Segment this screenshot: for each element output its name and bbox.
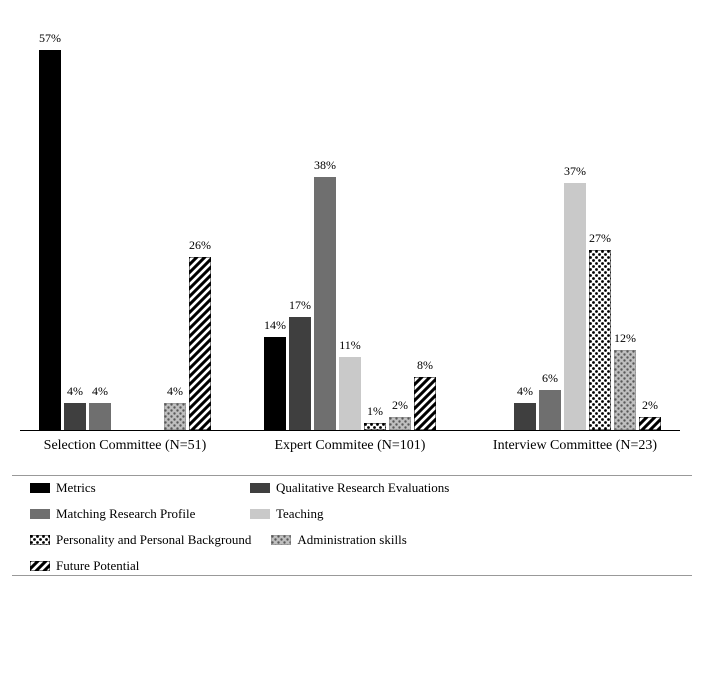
legend-swatch	[250, 509, 270, 519]
bar-match_prof: 6%	[539, 30, 561, 430]
bar-future: 26%	[189, 30, 211, 430]
legend-item-metrics: Metrics	[30, 480, 230, 496]
legend-swatch	[30, 509, 50, 519]
group-label: Interview Committee (N=23)	[470, 430, 680, 454]
bar-fill	[339, 357, 361, 430]
bar-metrics	[489, 30, 511, 430]
bar-fill	[264, 337, 286, 430]
bars: 4%6%37%27%12%2%	[470, 30, 680, 430]
group-label: Selection Committee (N=51)	[20, 430, 230, 454]
group-2: 4%6%37%27%12%2%Interview Committee (N=23…	[470, 30, 680, 430]
bar-match_prof: 4%	[89, 30, 111, 430]
legend-swatch	[30, 561, 50, 571]
bar-value-label: 2%	[630, 398, 670, 413]
bar-future: 8%	[414, 30, 436, 430]
bar-fill	[364, 423, 386, 430]
legend-divider-top	[12, 475, 692, 476]
bar-value-label: 8%	[405, 358, 445, 373]
bar-personality: 1%	[364, 30, 386, 430]
legend-label: Metrics	[56, 480, 96, 496]
legend-label: Future Potential	[56, 558, 139, 574]
legend-item-qual_eval: Qualitative Research Evaluations	[250, 480, 450, 496]
bar-qual_eval: 4%	[64, 30, 86, 430]
bar-fill	[289, 317, 311, 430]
bar-personality	[139, 30, 161, 430]
bar-admin: 4%	[164, 30, 186, 430]
group-label: Expert Commitee (N=101)	[245, 430, 455, 454]
bar-fill	[89, 403, 111, 430]
legend-label: Administration skills	[297, 532, 406, 548]
legend-swatch	[30, 535, 50, 545]
group-0: 57%4%4%4%26%Selection Committee (N=51)	[20, 30, 230, 430]
bar-value-label: 26%	[180, 238, 220, 253]
bar-future: 2%	[639, 30, 661, 430]
legend-item-future: Future Potential	[30, 558, 230, 574]
legend-label: Personality and Personal Background	[56, 532, 251, 548]
bar-fill	[39, 50, 61, 430]
bar-fill	[614, 350, 636, 430]
legend-item-teaching: Teaching	[250, 506, 450, 522]
bar-fill	[189, 257, 211, 430]
legend-label: Teaching	[276, 506, 323, 522]
bar-fill	[539, 390, 561, 430]
legend-label: Qualitative Research Evaluations	[276, 480, 449, 496]
plot-area: 57%4%4%4%26%Selection Committee (N=51)14…	[20, 30, 680, 431]
legend-item-personality: Personality and Personal Background	[30, 532, 251, 548]
legend-swatch	[30, 483, 50, 493]
legend-swatch	[250, 483, 270, 493]
bar-fill	[514, 403, 536, 430]
bar-teaching	[114, 30, 136, 430]
legend-swatch	[271, 535, 291, 545]
bar-metrics: 14%	[264, 30, 286, 430]
bar-qual_eval: 4%	[514, 30, 536, 430]
bar-qual_eval: 17%	[289, 30, 311, 430]
bar-personality: 27%	[589, 30, 611, 430]
bar-teaching: 11%	[339, 30, 361, 430]
bar-fill	[164, 403, 186, 430]
bars: 14%17%38%11%1%2%8%	[245, 30, 455, 430]
bar-fill	[639, 417, 661, 430]
bar-fill	[564, 183, 586, 430]
bar-fill	[314, 177, 336, 430]
group-1: 14%17%38%11%1%2%8%Expert Commitee (N=101…	[245, 30, 455, 430]
chart-container: 57%4%4%4%26%Selection Committee (N=51)14…	[0, 0, 711, 681]
bar-teaching: 37%	[564, 30, 586, 430]
bar-metrics: 57%	[39, 30, 61, 430]
legend: Metrics Qualitative Research Evaluations M…	[30, 480, 680, 584]
bar-fill	[389, 417, 411, 430]
bar-admin: 12%	[614, 30, 636, 430]
legend-item-match_prof: Matching Research Profile	[30, 506, 230, 522]
bar-fill	[414, 377, 436, 430]
legend-item-admin: Administration skills	[271, 532, 471, 548]
bar-match_prof: 38%	[314, 30, 336, 430]
bars: 57%4%4%4%26%	[20, 30, 230, 430]
bar-fill	[64, 403, 86, 430]
legend-label: Matching Research Profile	[56, 506, 195, 522]
